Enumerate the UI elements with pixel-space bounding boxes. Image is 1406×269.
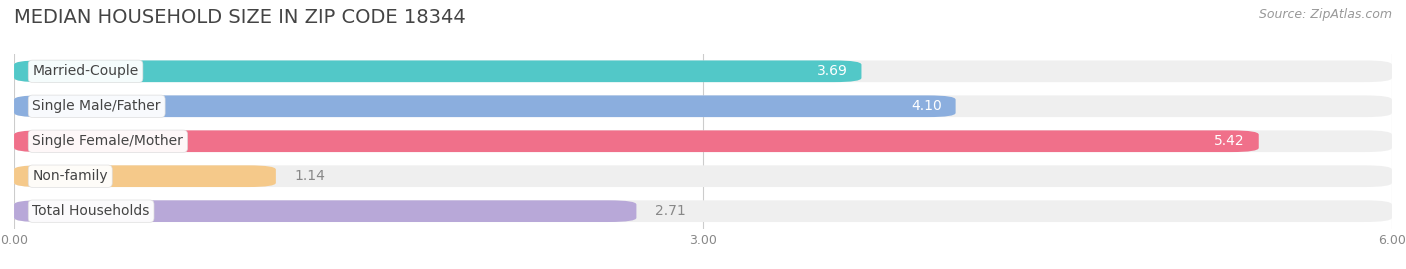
Text: Married-Couple: Married-Couple <box>32 64 139 78</box>
FancyBboxPatch shape <box>14 165 276 187</box>
FancyBboxPatch shape <box>14 61 862 82</box>
FancyBboxPatch shape <box>14 130 1392 152</box>
Text: Source: ZipAtlas.com: Source: ZipAtlas.com <box>1258 8 1392 21</box>
Text: Non-family: Non-family <box>32 169 108 183</box>
Text: 5.42: 5.42 <box>1215 134 1244 148</box>
FancyBboxPatch shape <box>14 200 637 222</box>
Text: 2.71: 2.71 <box>655 204 686 218</box>
FancyBboxPatch shape <box>14 61 1392 82</box>
FancyBboxPatch shape <box>14 130 1258 152</box>
FancyBboxPatch shape <box>14 200 1392 222</box>
FancyBboxPatch shape <box>14 95 956 117</box>
Text: Single Male/Father: Single Male/Father <box>32 99 160 113</box>
Text: Single Female/Mother: Single Female/Mother <box>32 134 183 148</box>
Text: 1.14: 1.14 <box>294 169 325 183</box>
Text: 3.69: 3.69 <box>817 64 848 78</box>
Text: MEDIAN HOUSEHOLD SIZE IN ZIP CODE 18344: MEDIAN HOUSEHOLD SIZE IN ZIP CODE 18344 <box>14 8 465 27</box>
Text: 4.10: 4.10 <box>911 99 942 113</box>
FancyBboxPatch shape <box>14 95 1392 117</box>
FancyBboxPatch shape <box>14 165 1392 187</box>
Text: Total Households: Total Households <box>32 204 150 218</box>
